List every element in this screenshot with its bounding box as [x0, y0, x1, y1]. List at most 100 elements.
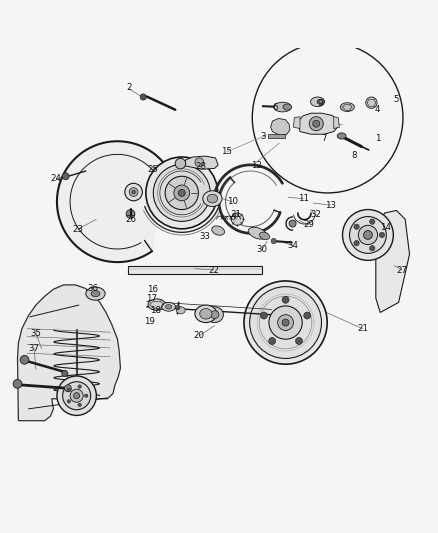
Circle shape: [358, 225, 378, 245]
Polygon shape: [299, 113, 338, 134]
Circle shape: [282, 296, 289, 303]
Text: 19: 19: [145, 317, 155, 326]
Circle shape: [126, 209, 135, 219]
Circle shape: [176, 305, 180, 310]
Circle shape: [304, 312, 311, 319]
Text: 20: 20: [194, 331, 205, 340]
Ellipse shape: [340, 103, 354, 111]
Circle shape: [67, 389, 71, 392]
Circle shape: [261, 312, 268, 319]
Circle shape: [244, 281, 327, 364]
Text: 24: 24: [50, 174, 62, 183]
Text: 34: 34: [287, 241, 298, 250]
Ellipse shape: [148, 299, 166, 310]
Text: 9: 9: [317, 99, 322, 108]
Circle shape: [354, 224, 359, 229]
Circle shape: [70, 389, 83, 402]
Circle shape: [132, 190, 135, 194]
Text: 36: 36: [87, 284, 99, 293]
Polygon shape: [271, 118, 290, 135]
Circle shape: [140, 94, 146, 100]
Text: 1: 1: [375, 134, 380, 143]
Text: 27: 27: [396, 265, 408, 274]
Ellipse shape: [203, 191, 222, 206]
Circle shape: [364, 231, 372, 239]
Circle shape: [278, 314, 293, 330]
Circle shape: [366, 97, 377, 108]
Text: 37: 37: [28, 344, 40, 353]
Ellipse shape: [317, 99, 324, 104]
Circle shape: [67, 400, 71, 403]
Ellipse shape: [206, 307, 223, 322]
Text: 13: 13: [325, 201, 336, 209]
Ellipse shape: [200, 309, 212, 319]
Circle shape: [195, 158, 204, 167]
Text: 35: 35: [30, 328, 42, 337]
Circle shape: [165, 176, 198, 209]
Circle shape: [57, 376, 96, 415]
Text: 17: 17: [145, 294, 157, 303]
Circle shape: [153, 165, 210, 221]
Circle shape: [146, 157, 218, 229]
Text: 3: 3: [260, 132, 265, 141]
Text: 18: 18: [150, 306, 161, 315]
Circle shape: [354, 240, 359, 246]
Circle shape: [309, 117, 323, 131]
Circle shape: [271, 238, 276, 244]
Ellipse shape: [337, 133, 346, 139]
Text: 26: 26: [125, 215, 136, 224]
Circle shape: [379, 232, 385, 238]
Text: 16: 16: [147, 285, 158, 294]
Polygon shape: [293, 117, 300, 128]
Ellipse shape: [91, 290, 100, 297]
Text: 4: 4: [375, 105, 380, 114]
Circle shape: [343, 209, 393, 260]
Circle shape: [129, 188, 138, 197]
Polygon shape: [57, 141, 172, 262]
Polygon shape: [334, 117, 339, 128]
Circle shape: [64, 385, 71, 392]
Circle shape: [74, 393, 80, 399]
Circle shape: [370, 219, 375, 224]
Circle shape: [350, 216, 386, 253]
Ellipse shape: [283, 104, 292, 110]
Text: 28: 28: [195, 162, 206, 171]
Circle shape: [174, 185, 190, 201]
Text: 8: 8: [351, 151, 357, 160]
Circle shape: [125, 183, 142, 201]
Circle shape: [250, 287, 321, 359]
Ellipse shape: [166, 304, 172, 309]
Polygon shape: [128, 265, 262, 274]
Circle shape: [62, 173, 69, 180]
Text: 30: 30: [256, 245, 268, 254]
Ellipse shape: [210, 311, 219, 319]
Text: 5: 5: [394, 95, 399, 104]
Text: 7: 7: [321, 134, 327, 143]
Circle shape: [63, 382, 91, 410]
Circle shape: [313, 120, 320, 127]
Polygon shape: [18, 285, 120, 421]
Polygon shape: [184, 156, 218, 169]
Circle shape: [268, 337, 276, 344]
Ellipse shape: [248, 227, 267, 239]
Circle shape: [269, 306, 302, 339]
Text: 6: 6: [272, 103, 278, 112]
Circle shape: [370, 246, 375, 251]
Polygon shape: [268, 134, 285, 138]
Text: 21: 21: [357, 324, 368, 333]
Circle shape: [62, 370, 68, 376]
Circle shape: [78, 403, 81, 407]
Circle shape: [231, 213, 244, 225]
Ellipse shape: [177, 307, 185, 314]
Circle shape: [289, 220, 296, 227]
Text: 10: 10: [226, 197, 238, 206]
Text: 23: 23: [72, 225, 84, 234]
Circle shape: [78, 385, 81, 389]
Text: 33: 33: [199, 232, 211, 241]
Polygon shape: [376, 211, 410, 312]
Ellipse shape: [86, 287, 105, 300]
Text: 25: 25: [147, 165, 158, 174]
Text: 15: 15: [221, 147, 233, 156]
Text: 29: 29: [304, 220, 314, 229]
Text: 2: 2: [127, 83, 132, 92]
